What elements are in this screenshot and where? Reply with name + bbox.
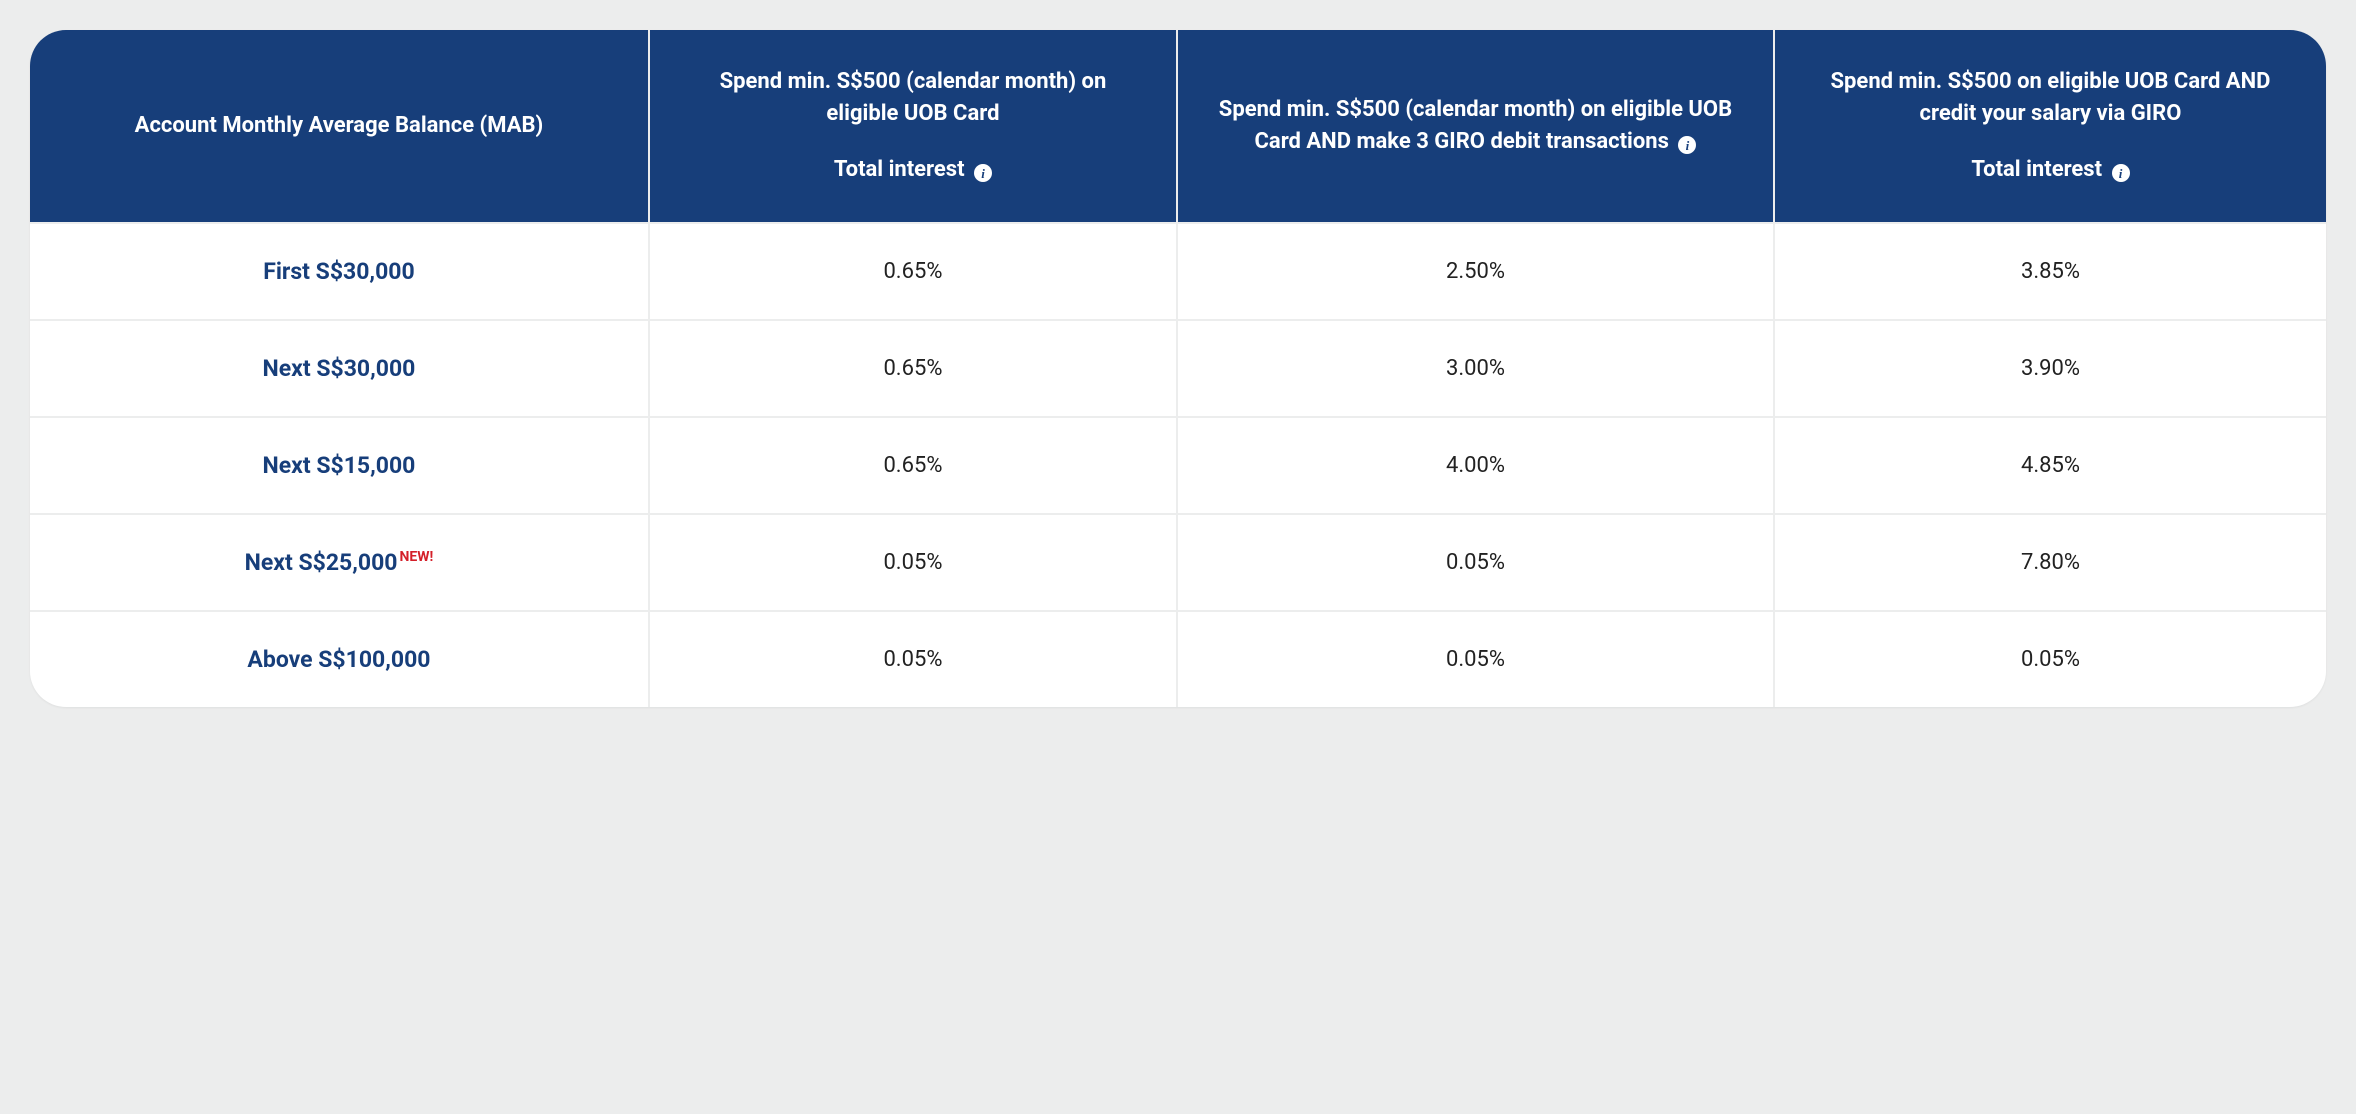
row-label-text: First S$30,000: [263, 258, 414, 285]
new-badge: NEW!: [399, 549, 433, 565]
table-row: First S$30,000 0.65% 2.50% 3.85%: [30, 222, 2326, 319]
row-label: First S$30,000: [30, 222, 650, 319]
cell-value: 0.05%: [650, 610, 1178, 707]
row-label: Above S$100,000: [30, 610, 650, 707]
col-header-spend-salary: Spend min. S$500 on eligible UOB Card AN…: [1775, 30, 2326, 222]
cell-value: 0.65%: [650, 319, 1178, 416]
cell-value: 0.05%: [650, 513, 1178, 610]
interest-table-container: Account Monthly Average Balance (MAB) Sp…: [30, 30, 2326, 707]
row-label: Next S$15,000: [30, 416, 650, 513]
cell-value: 3.00%: [1178, 319, 1775, 416]
interest-rate-table: Account Monthly Average Balance (MAB) Sp…: [30, 30, 2326, 707]
header-text: Account Monthly Average Balance (MAB): [135, 113, 544, 138]
table-header-row: Account Monthly Average Balance (MAB) Sp…: [30, 30, 2326, 222]
cell-value: 3.90%: [1775, 319, 2326, 416]
table-row: Above S$100,000 0.05% 0.05% 0.05%: [30, 610, 2326, 707]
row-label-text: Above S$100,000: [247, 646, 430, 673]
cell-value: 4.00%: [1178, 416, 1775, 513]
cell-value: 7.80%: [1775, 513, 2326, 610]
cell-value: 4.85%: [1775, 416, 2326, 513]
header-text: Spend min. S$500 (calendar month) on eli…: [1219, 97, 1732, 154]
header-sub: Total interest: [834, 157, 965, 182]
col-header-spend: Spend min. S$500 (calendar month) on eli…: [650, 30, 1178, 222]
cell-value: 2.50%: [1178, 222, 1775, 319]
header-sub: Total interest: [1971, 157, 2102, 182]
cell-value: 3.85%: [1775, 222, 2326, 319]
header-text: Spend min. S$500 (calendar month) on eli…: [720, 69, 1107, 126]
col-header-spend-giro: Spend min. S$500 (calendar month) on eli…: [1178, 30, 1775, 222]
cell-value: 0.05%: [1775, 610, 2326, 707]
table-row: Next S$30,000 0.65% 3.00% 3.90%: [30, 319, 2326, 416]
cell-value: 0.05%: [1178, 513, 1775, 610]
cell-value: 0.65%: [650, 416, 1178, 513]
row-label: Next S$25,000NEW!: [30, 513, 650, 610]
cell-value: 0.05%: [1178, 610, 1775, 707]
row-label-text: Next S$15,000: [263, 452, 416, 479]
info-icon[interactable]: i: [974, 164, 992, 182]
table-body: First S$30,000 0.65% 2.50% 3.85% Next S$…: [30, 222, 2326, 707]
table-row: Next S$15,000 0.65% 4.00% 4.85%: [30, 416, 2326, 513]
table-row: Next S$25,000NEW! 0.05% 0.05% 7.80%: [30, 513, 2326, 610]
cell-value: 0.65%: [650, 222, 1178, 319]
row-label-text: Next S$25,000: [245, 549, 398, 576]
row-label: Next S$30,000: [30, 319, 650, 416]
row-label-text: Next S$30,000: [263, 355, 416, 382]
header-text: Spend min. S$500 on eligible UOB Card AN…: [1831, 69, 2271, 126]
col-header-mab: Account Monthly Average Balance (MAB): [30, 30, 650, 222]
info-icon[interactable]: i: [1678, 136, 1696, 154]
info-icon[interactable]: i: [2112, 164, 2130, 182]
